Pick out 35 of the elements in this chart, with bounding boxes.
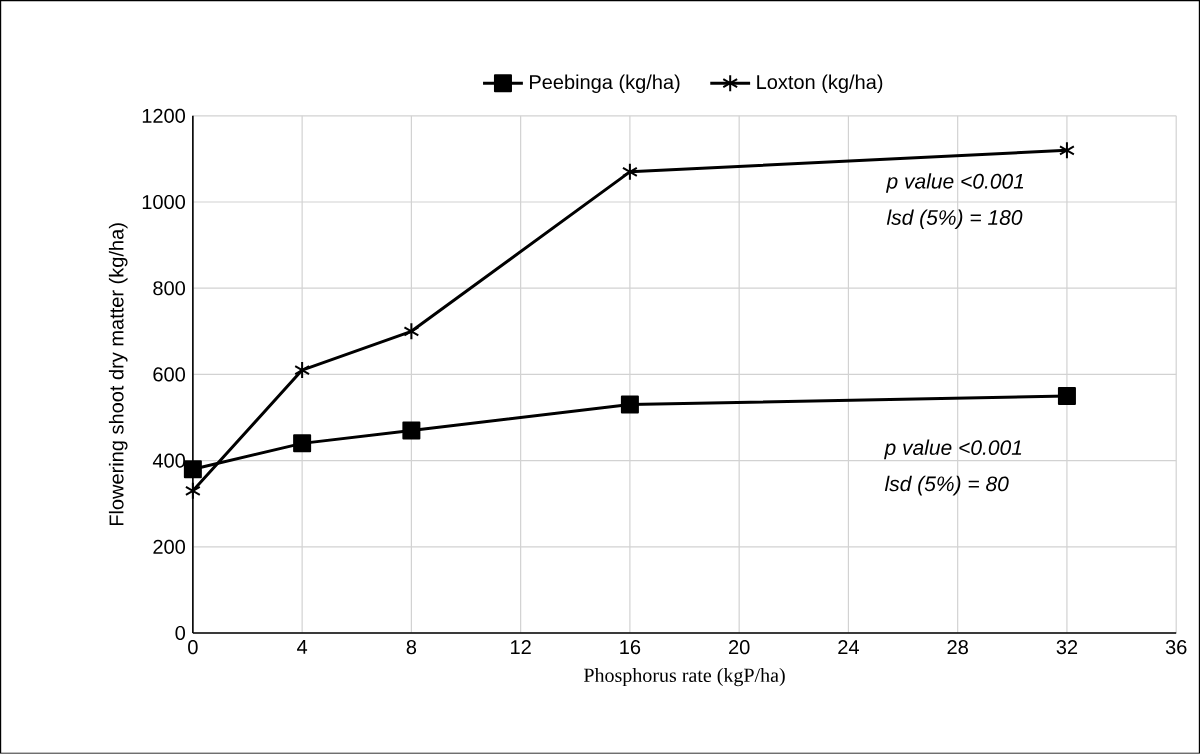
point bbox=[403, 322, 420, 341]
y-tick-label: 1000 bbox=[142, 195, 186, 210]
x-axis-title: Phosphorus rate (kgP/ha) bbox=[583, 668, 785, 687]
annotation: lsd (5%) = 80 bbox=[884, 475, 1009, 496]
point bbox=[294, 361, 311, 380]
annotation: lsd (5%) = 180 bbox=[886, 209, 1023, 230]
x-tick-label: 36 bbox=[1165, 640, 1187, 655]
y-tick-label: 0 bbox=[175, 626, 186, 641]
y-tick-label: 400 bbox=[152, 453, 186, 468]
point bbox=[293, 434, 312, 453]
x-tick-label: 8 bbox=[406, 640, 417, 655]
x-tick-label: 4 bbox=[297, 640, 308, 654]
y-tick-label: 600 bbox=[153, 367, 186, 382]
x-tick-label: 0 bbox=[188, 640, 198, 655]
legend-label: Loxton (kg/ha) bbox=[757, 74, 883, 94]
x-tick-label: 24 bbox=[838, 640, 859, 655]
x-tick-label: 20 bbox=[729, 640, 750, 655]
point bbox=[184, 481, 201, 500]
annotation: p value <0.001 bbox=[884, 439, 1022, 460]
annotation: p value <0.001 bbox=[885, 173, 1024, 193]
point bbox=[1059, 141, 1075, 160]
point bbox=[1057, 387, 1076, 406]
point bbox=[620, 395, 639, 414]
x-tick-label: 32 bbox=[1056, 640, 1078, 655]
point bbox=[402, 421, 421, 440]
y-tick-label: 200 bbox=[153, 539, 186, 554]
y-tick-label: 1200 bbox=[142, 108, 186, 123]
y-tick-label: 800 bbox=[153, 281, 186, 296]
point bbox=[621, 162, 638, 181]
x-tick-label: 16 bbox=[620, 640, 641, 655]
point bbox=[183, 460, 202, 479]
x-tick-label: 28 bbox=[947, 640, 968, 655]
x-tick-label: 12 bbox=[511, 640, 531, 655]
legend-label: Peebinga (kg/ha) bbox=[530, 74, 680, 94]
y-axis-title: Flowering shoot dry matter (kg/ha) bbox=[108, 223, 128, 526]
